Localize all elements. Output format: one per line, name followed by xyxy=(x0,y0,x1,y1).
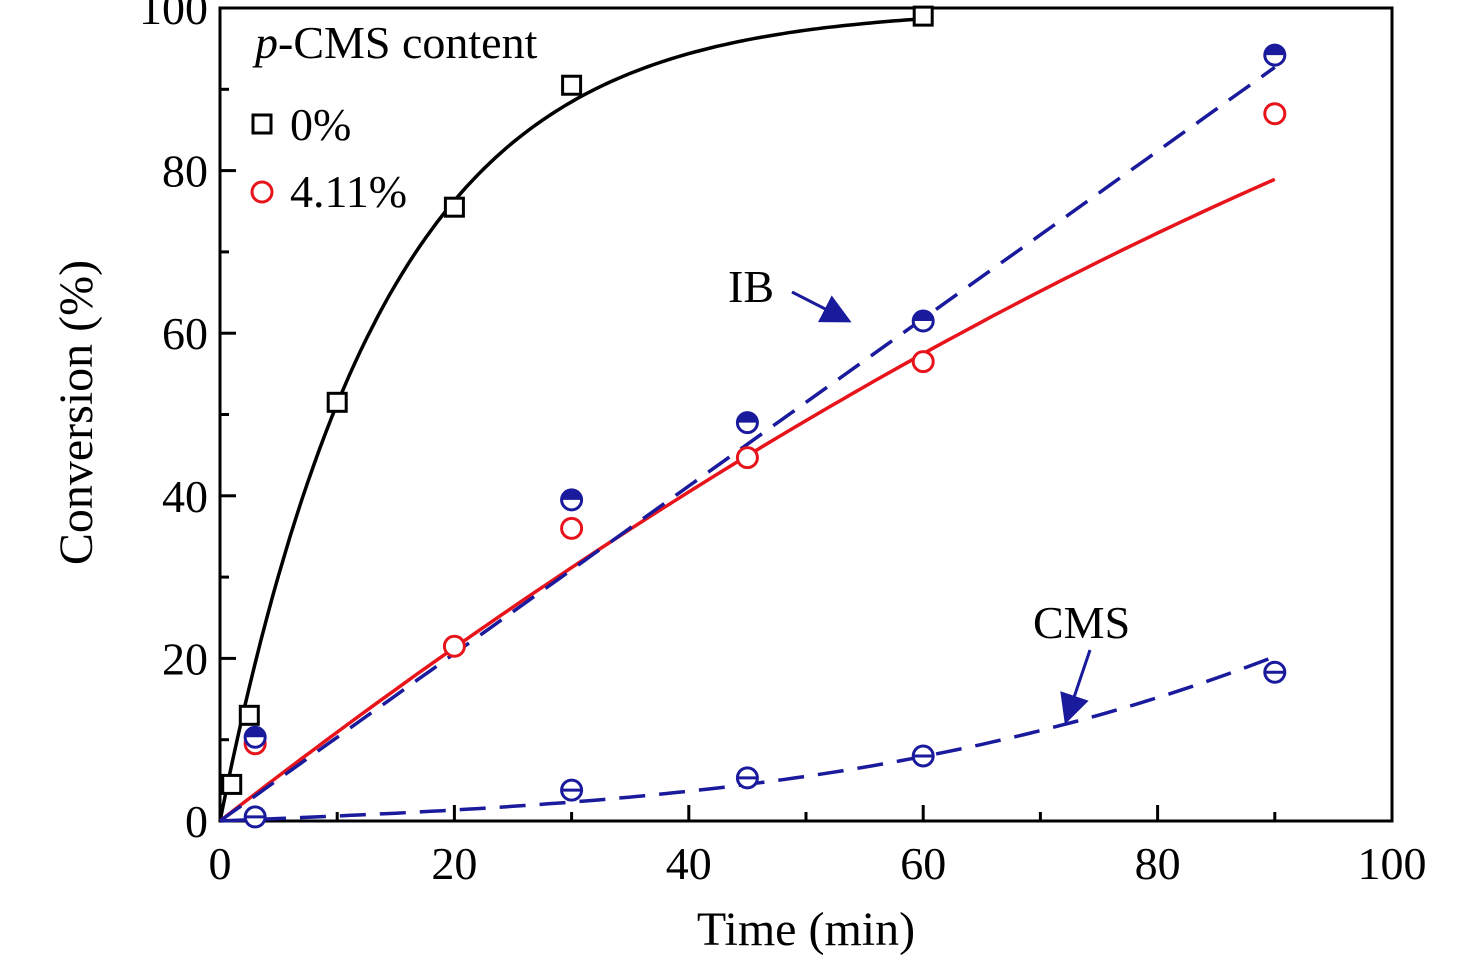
y-tick-label: 40 xyxy=(162,471,208,522)
y-tick-label: 80 xyxy=(162,146,208,197)
point-square xyxy=(238,704,260,726)
x-tick-label: 40 xyxy=(666,838,712,889)
legend: p-CMS content 0% 4.11% xyxy=(250,17,538,217)
point-open-circle xyxy=(1263,102,1287,126)
data-points xyxy=(221,5,1287,829)
annotation-ib-arrow xyxy=(791,290,852,323)
point-half-circle-fill xyxy=(561,489,582,500)
x-axis-title: Time (min) xyxy=(697,903,915,956)
legend-title-rest: -CMS content xyxy=(278,17,538,68)
legend-marker-circle xyxy=(250,180,274,204)
point-square xyxy=(326,391,348,413)
point-open-circle xyxy=(442,634,466,658)
x-tick-label: 80 xyxy=(1135,838,1181,889)
point-half-circle xyxy=(911,309,935,333)
point-half-circle-fill xyxy=(737,412,758,423)
fit-line-ib xyxy=(218,65,1276,823)
point-half-circle xyxy=(243,725,267,749)
y-tick-label: 60 xyxy=(162,308,208,359)
point-square xyxy=(443,196,465,218)
y-tick-label: 0 xyxy=(185,796,208,847)
point-open-circle xyxy=(735,446,759,470)
point-half-circle-fill xyxy=(913,311,934,322)
point-half-circle-fill xyxy=(245,727,266,738)
point-circle-bar xyxy=(243,805,267,829)
annotation-cms-arrow xyxy=(1060,649,1092,725)
point-circle-bar xyxy=(560,778,584,802)
fit-line-cms xyxy=(219,654,1276,823)
point-half-circle-fill xyxy=(1264,45,1285,56)
point-square xyxy=(912,5,934,27)
legend-title: p-CMS content xyxy=(252,17,538,68)
point-half-circle xyxy=(735,411,759,435)
point-circle-bar xyxy=(735,766,759,790)
y-axis-title: Conversion (%) xyxy=(50,260,103,565)
point-half-circle xyxy=(1263,43,1287,67)
plot-frame xyxy=(218,6,1394,823)
point-circle-bar xyxy=(1263,660,1287,684)
annotation-ib: IB xyxy=(728,261,774,312)
legend-label-0pct: 0% xyxy=(290,99,351,150)
legend-marker-square xyxy=(251,113,273,135)
x-tick-label: 100 xyxy=(1358,838,1427,889)
annotations: IB CMS xyxy=(728,261,1130,725)
y-tick-label: 20 xyxy=(162,633,208,684)
axes: 0 20 40 60 80 100 0 20 40 60 80 100 Time (min) Conver… xyxy=(50,0,1427,956)
point-square xyxy=(561,74,583,96)
point-circle-bar xyxy=(911,744,935,768)
legend-title-prefix: p xyxy=(252,17,278,68)
legend-label-4-11pct: 4.11% xyxy=(290,166,407,217)
point-open-circle xyxy=(911,350,935,374)
point-square xyxy=(221,773,243,795)
x-tick-label: 0 xyxy=(209,838,232,889)
point-half-circle xyxy=(560,488,584,512)
point-open-circle xyxy=(560,516,584,540)
annotation-cms: CMS xyxy=(1033,597,1130,648)
x-tick-label: 60 xyxy=(900,838,946,889)
y-tick-label: 100 xyxy=(139,0,208,34)
x-tick-label: 20 xyxy=(431,838,477,889)
